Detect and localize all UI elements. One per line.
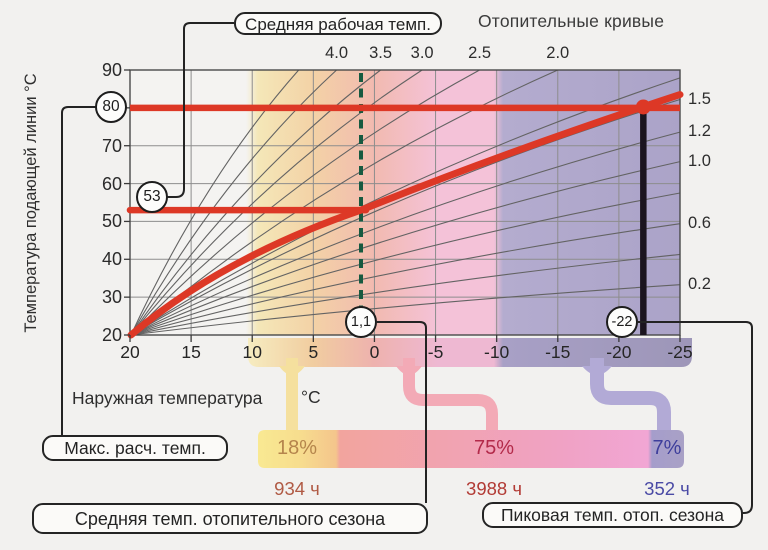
distribution-percent: 7% <box>652 437 682 459</box>
distribution-percent: 75% <box>473 437 515 459</box>
x-tick-label: 0 <box>369 342 380 362</box>
y-tick-label: 60 <box>101 173 122 194</box>
curve-value-label: 2.0 <box>546 44 570 62</box>
distribution-hours: 934 ч <box>274 478 320 499</box>
selected-heating-curve <box>127 91 684 339</box>
y-tick-label: 20 <box>101 325 122 345</box>
avg-working-temp-label-box: Средняя рабочая темп. <box>234 12 442 35</box>
max-design-temp-marker: 80 <box>95 91 127 123</box>
design-point-dot <box>635 99 651 115</box>
curve-value-label: 1.2 <box>688 122 711 141</box>
y-axis-title: Температура подающей линии °C <box>22 73 40 333</box>
peak-season-temp-label-box: Пиковая темп. отоп. сезона <box>482 502 743 528</box>
x-tick-label: 20 <box>120 342 140 362</box>
y-tick-label: 90 <box>101 60 122 80</box>
curve-value-label: 4.0 <box>325 44 349 62</box>
avg-season-temp-label-box: Средняя темп. отопительного сезона <box>32 503 428 534</box>
x-tick-label: 10 <box>242 342 262 362</box>
distribution-hours: 352 ч <box>644 478 690 499</box>
x-tick-label: -25 <box>667 342 693 362</box>
curve-value-label: 0.6 <box>688 213 711 232</box>
curve-value-label: 2.5 <box>468 44 492 62</box>
peak-season-temp-marker: -22 <box>606 306 638 338</box>
x-tick-label: -15 <box>545 342 571 362</box>
x-tick-label: 15 <box>181 342 201 362</box>
callout-connector <box>377 321 427 503</box>
callout-connector <box>61 106 96 435</box>
callout-connector <box>167 22 234 198</box>
curve-value-label: 3.0 <box>410 44 434 62</box>
x-tick-label: -20 <box>606 342 632 362</box>
avg-season-temp-marker: 1,1 <box>345 306 377 338</box>
avg-working-temp-marker: 53 <box>136 181 168 213</box>
curve-value-label: 0.2 <box>688 274 711 293</box>
chart-title: Отопительные кривые <box>478 11 665 31</box>
x-tick-label: -10 <box>484 342 510 362</box>
callout-connector <box>638 321 753 514</box>
y-tick-label: 50 <box>101 211 122 232</box>
curve-value-label: 1.5 <box>688 89 711 108</box>
y-tick-label: 70 <box>101 135 122 156</box>
hours-distribution-bar <box>258 430 684 468</box>
curve-value-label: 3.5 <box>369 44 393 62</box>
y-tick-label: 40 <box>101 249 122 270</box>
x-tick-label: 5 <box>308 342 319 362</box>
x-axis-unit: °C <box>301 387 321 407</box>
distribution-hours: 3988 ч <box>466 478 522 499</box>
y-tick-label: 30 <box>101 287 122 308</box>
x-axis-title: Наружная температура <box>72 388 263 408</box>
max-design-temp-label-box: Макс. расч. темп. <box>42 435 228 461</box>
distribution-percent: 18% <box>276 437 318 459</box>
x-tick-label: -5 <box>427 342 444 362</box>
curve-value-label: 1.0 <box>688 151 711 170</box>
